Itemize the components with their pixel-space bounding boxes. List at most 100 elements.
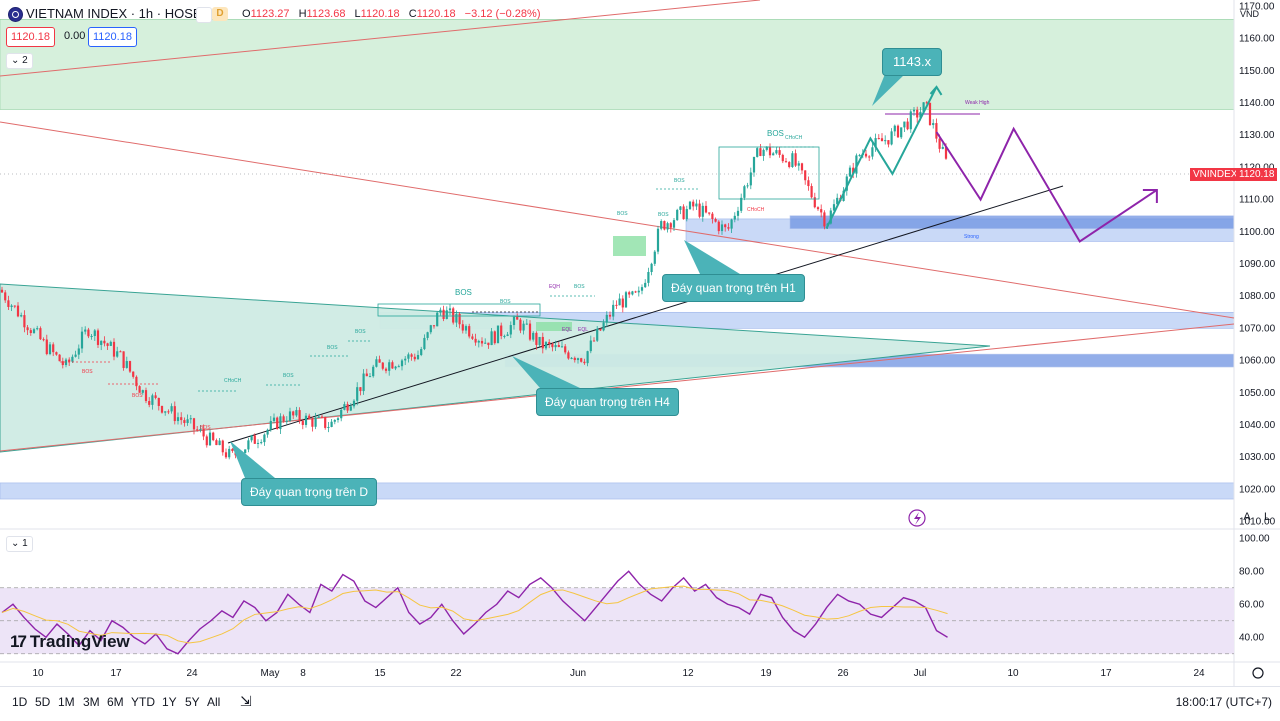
candle-body [592, 340, 596, 342]
fvg-box [613, 236, 646, 256]
log-scale-button[interactable]: L [1263, 511, 1271, 523]
bos-label: BOS [674, 178, 685, 184]
eqh-label: EQH [549, 284, 560, 290]
price-tick-label: 1120.00 [1239, 162, 1275, 173]
timeframe-5d[interactable]: 5D [35, 695, 51, 709]
candle-body [560, 346, 564, 348]
d-bottom-callout[interactable]: Đáy quan trọng trên D [241, 478, 378, 506]
timeframe-1y[interactable]: 1Y [162, 695, 177, 709]
candle-body [717, 221, 720, 232]
candle-body [810, 186, 813, 198]
timeframe-all[interactable]: All [207, 695, 221, 709]
candle-body [573, 357, 576, 361]
candle-body [55, 352, 58, 355]
time-tick-label: 26 [837, 668, 849, 679]
candle-body [647, 271, 650, 283]
candle-body [199, 428, 202, 430]
candle-body [762, 149, 765, 156]
timeframe-1m[interactable]: 1M [58, 695, 75, 709]
candle-body [359, 387, 362, 392]
time-tick-label: Jul [914, 668, 927, 679]
candle-body [656, 228, 660, 252]
candle-body [173, 406, 176, 422]
candle-body [196, 429, 199, 431]
candle-body [144, 390, 148, 402]
price-tick-label: 1060.00 [1239, 356, 1276, 367]
candle-body [272, 417, 276, 421]
candle-body [448, 308, 452, 311]
candle-body [509, 325, 512, 335]
symbol-logo-icon[interactable] [8, 7, 23, 22]
candle-body [407, 354, 410, 359]
candle-body [151, 395, 154, 405]
timeframe-6m[interactable]: 6M [107, 695, 124, 709]
candle-body [164, 411, 167, 413]
candle-body [32, 329, 36, 334]
target-callout[interactable]: 1143.x [882, 48, 943, 76]
ohlc-c-value: 1120.18 [416, 8, 456, 20]
candle-body [36, 328, 39, 330]
candle-body [618, 298, 621, 306]
candle-body [413, 356, 416, 360]
candle-body [416, 354, 420, 360]
data-type-badge[interactable]: D [212, 7, 228, 21]
candle-body [436, 312, 439, 327]
market-status-icon[interactable] [196, 7, 212, 23]
bos-label: BOS [200, 425, 211, 431]
candle-body [372, 366, 375, 377]
timeframe-ytd[interactable]: YTD [131, 695, 155, 709]
candle-body [749, 172, 752, 186]
candle-body [423, 337, 426, 350]
candle-body [90, 336, 93, 338]
candle-body [74, 354, 77, 357]
sell-button[interactable]: 1120.18 [6, 27, 55, 47]
target-projection-path [825, 86, 938, 230]
candle-body [48, 344, 52, 355]
buy-button[interactable]: 1120.18 [88, 27, 137, 47]
tradingview-logo[interactable]: 17 TradingView [10, 632, 130, 652]
ohlc-l-value: 1120.18 [360, 8, 400, 20]
candle-body [183, 420, 186, 424]
candle-body [138, 386, 141, 393]
candle-body [704, 205, 708, 213]
timeframe-3m[interactable]: 3M [83, 695, 100, 709]
clock-readout[interactable]: 18:00:17 (UTC+7) [1175, 695, 1272, 709]
currency-selector[interactable]: VND [1240, 9, 1260, 19]
candle-body [42, 339, 45, 341]
candle-body [68, 359, 71, 362]
indicators-toggle-rsi[interactable]: ⌄ 1 [6, 536, 33, 552]
candle-body [916, 109, 919, 118]
candle-body [458, 313, 461, 325]
bos-label: BOS [500, 299, 511, 305]
h4-bottom-callout[interactable]: Đáy quan trọng trên H4 [536, 388, 679, 416]
price-tick-label: 1030.00 [1239, 452, 1276, 463]
h1-bottom-callout[interactable]: Đáy quan trọng trên H1 [662, 274, 805, 302]
candle-body [132, 371, 135, 377]
symbol-title[interactable]: VIETNAM INDEX · 1h · HOSE [26, 6, 202, 21]
candle-body [919, 111, 922, 118]
candle-body [714, 219, 717, 222]
candle-body [615, 304, 618, 306]
candle-body [759, 148, 762, 156]
bos-label: BOS [283, 373, 294, 379]
triangle-pattern [0, 283, 991, 453]
candle-body [247, 440, 250, 450]
candle-body [180, 417, 183, 421]
indicators-toggle-main[interactable]: ⌄ 2 [6, 53, 33, 69]
timeframe-1d[interactable]: 1D [12, 695, 28, 709]
candle-body [756, 148, 759, 157]
candle-body [480, 340, 484, 344]
candle-body [125, 361, 128, 368]
price-tick-label: 1050.00 [1239, 388, 1276, 399]
auto-scale-button[interactable]: A [1243, 511, 1251, 523]
price-tick-label: 1110.00 [1239, 195, 1274, 206]
date-range-icon[interactable]: ⇲ [240, 693, 252, 709]
candle-body [624, 292, 628, 308]
range-box [377, 303, 541, 317]
timeframe-5y[interactable]: 5Y [185, 695, 200, 709]
candle-body [746, 185, 749, 187]
candle-body [688, 201, 692, 210]
candle-body [340, 409, 343, 419]
candle-body [906, 121, 909, 130]
